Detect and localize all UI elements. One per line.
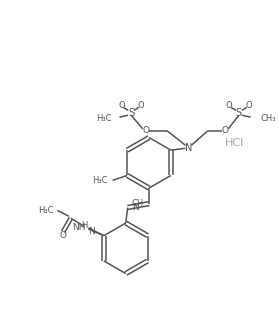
Text: O: O xyxy=(142,126,149,135)
Text: S: S xyxy=(128,108,134,118)
Text: H₃C: H₃C xyxy=(96,114,112,123)
Text: H₃C: H₃C xyxy=(92,176,108,185)
Text: O: O xyxy=(245,101,252,110)
Text: HCl: HCl xyxy=(225,138,244,148)
Text: O: O xyxy=(59,231,67,240)
Text: O: O xyxy=(222,126,229,135)
Text: N: N xyxy=(88,227,95,236)
Text: O: O xyxy=(118,101,125,110)
Text: CH₃: CH₃ xyxy=(260,114,276,123)
Text: O: O xyxy=(226,101,232,110)
Text: CH: CH xyxy=(132,199,144,208)
Text: NH: NH xyxy=(72,223,85,232)
Text: N: N xyxy=(133,203,139,212)
Text: H: H xyxy=(81,222,88,230)
Text: S: S xyxy=(236,108,242,118)
Text: H₃C: H₃C xyxy=(38,206,53,215)
Text: N: N xyxy=(185,143,192,153)
Text: O: O xyxy=(138,101,144,110)
